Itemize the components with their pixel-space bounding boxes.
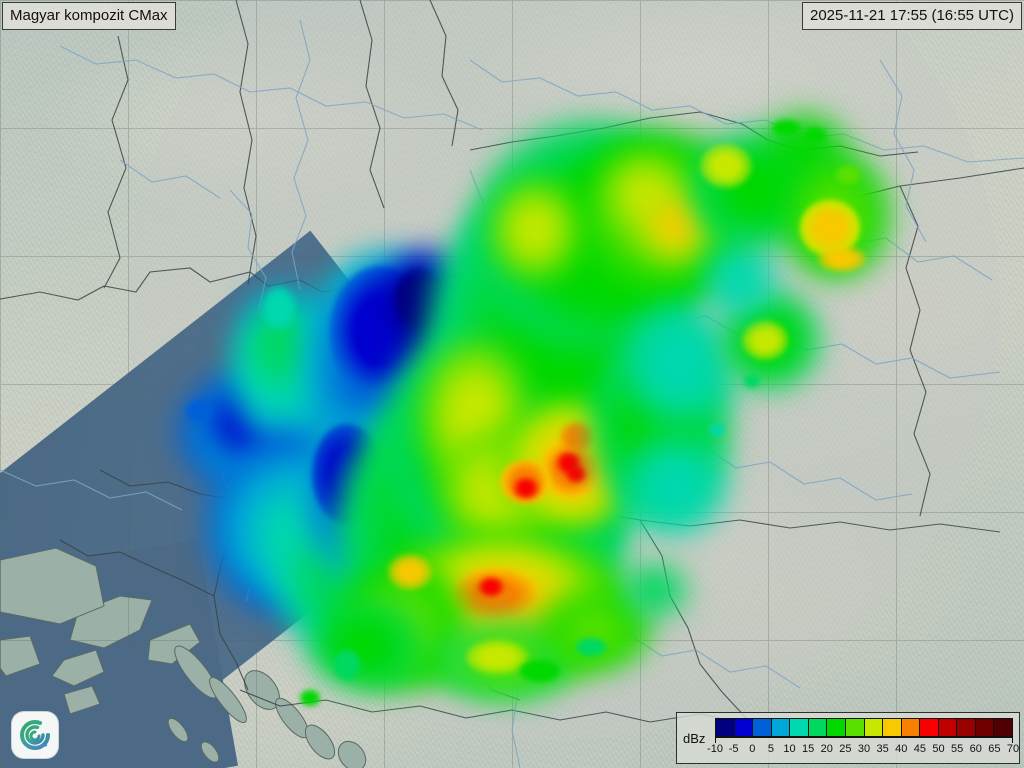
legend-swatch-15 [994,719,1012,736]
swirl-icon [20,719,50,750]
legend-swatch-8 [864,719,884,736]
legend-swatch-6 [827,719,846,736]
legend-swatch-2 [753,719,772,736]
legend-color-swatches [715,718,1013,737]
map-title: Magyar kompozit CMax [2,2,176,30]
legend-swatch-1 [734,719,754,736]
legend-tick-5: 5 [767,743,774,755]
legend-swatch-4 [790,719,809,736]
legend-tick-labels: -10 -5 0 5 10 15 20 25 30 35 40 45 50 55 60 65 70 [707,743,1019,761]
legend-swatch-0 [716,719,735,736]
legend-tick-70: 70 [1006,743,1020,755]
timestamp-label: 2025-11-21 17:55 (16:55 UTC) [801,2,1022,30]
legend-tick-55: 55 [951,743,964,755]
legend-tick--10: -10 [707,743,723,755]
omsz-logo[interactable] [12,712,58,758]
legend-swatch-13 [957,719,976,736]
legend-tick-35: 35 [876,743,889,755]
legend-tick-20: 20 [820,743,833,755]
legend-swatch-10 [901,719,921,736]
legend-swatch-7 [845,719,865,736]
legend-axis-line [715,737,1013,743]
legend-tick-45: 45 [913,743,926,755]
legend-tick-65: 65 [988,743,1001,755]
legend-tick-10: 10 [783,743,796,755]
legend-swatch-5 [808,719,828,736]
legend-tick-15: 15 [802,743,815,755]
legend-swatch-9 [883,719,902,736]
legend-tick--5: -5 [728,743,739,755]
legend-tick-60: 60 [969,743,982,755]
legend-swatch-3 [771,719,791,736]
legend-tick-50: 50 [932,743,945,755]
legend-unit-label: dBz [683,731,706,746]
legend-swatch-11 [920,719,939,736]
dbz-colorbar-legend: dBz -10 -5 0 5 10 15 20 25 30 35 40 45 50 55 60 65 70 [676,712,1020,764]
legend-tick-30: 30 [857,743,871,755]
legend-swatch-12 [938,719,958,736]
legend-swatch-14 [975,719,995,736]
legend-tick-25: 25 [839,743,852,755]
legend-tick-40: 40 [895,743,908,755]
legend-tick-0: 0 [749,743,756,755]
